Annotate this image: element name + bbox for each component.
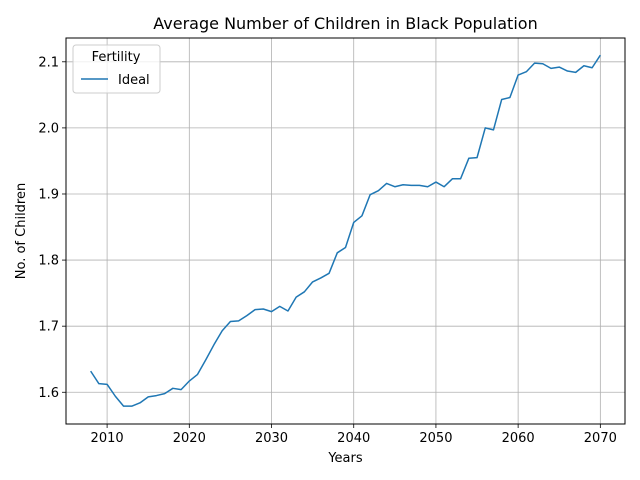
x-tick-label: 2060	[502, 431, 535, 446]
plot-frame	[65, 37, 626, 425]
chart-title: Average Number of Children in Black Popu…	[153, 14, 537, 33]
legend-label-ideal: Ideal	[118, 73, 150, 88]
x-tick-label: 2040	[337, 431, 370, 446]
x-axis-label: Years	[327, 451, 363, 466]
x-tick-label: 2010	[91, 431, 124, 446]
legend: Fertility Ideal	[72, 44, 161, 94]
legend-box	[72, 44, 161, 94]
series-line-ideal	[90, 54, 601, 407]
grid-lines	[66, 38, 625, 424]
y-tick-label: 1.7	[38, 320, 59, 335]
legend-title: Fertility	[92, 50, 141, 65]
x-tick-label: 2020	[173, 431, 206, 446]
y-tick-label: 1.6	[38, 386, 59, 401]
axis-ticks: 2010 2020 2030 2040 2050 2060 2070 1.6 1.7 1.8 1.9…	[38, 55, 617, 446]
x-tick-label: 2070	[584, 431, 617, 446]
x-tick-label: 2050	[419, 431, 452, 446]
y-tick-label: 2.1	[38, 55, 59, 70]
x-tick-label: 2030	[255, 431, 288, 446]
y-tick-label: 1.9	[38, 187, 59, 202]
y-tick-label: 2.0	[38, 121, 59, 136]
series-layer	[90, 54, 601, 407]
y-axis-label: No. of Children	[14, 183, 29, 279]
y-tick-label: 1.8	[38, 254, 59, 269]
